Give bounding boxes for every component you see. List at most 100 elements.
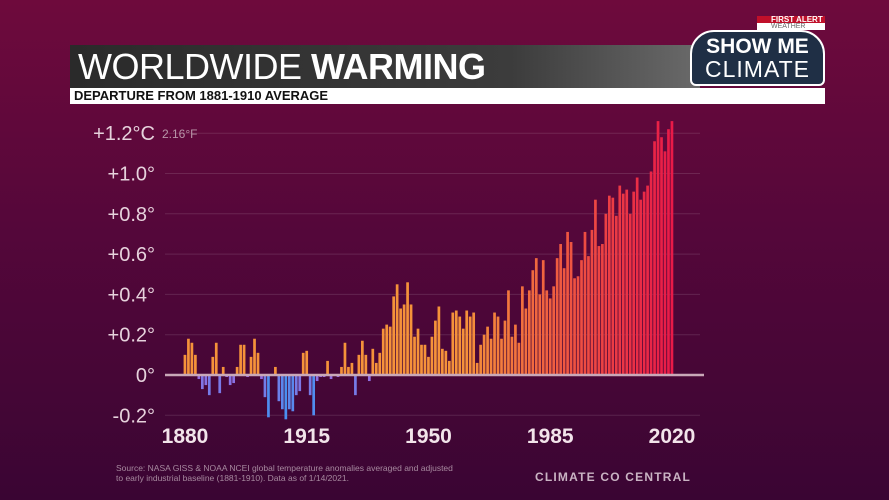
bar-1894 bbox=[232, 375, 235, 384]
bar-1977 bbox=[521, 286, 524, 375]
bar-1952 bbox=[434, 320, 437, 375]
bar-1917 bbox=[312, 375, 316, 416]
show-me-climate-logo: SHOW ME CLIMATE bbox=[690, 30, 825, 86]
title-bar: WORLDWIDE WARMING bbox=[70, 45, 700, 88]
logo-line1: SHOW ME bbox=[706, 35, 809, 58]
bar-1942 bbox=[399, 308, 402, 375]
bar-2009 bbox=[632, 191, 636, 375]
x-tick-label: 2020 bbox=[649, 425, 696, 448]
bar-1950 bbox=[427, 356, 430, 375]
bar-1965 bbox=[479, 344, 482, 375]
bar-1882 bbox=[190, 342, 194, 375]
bar-1964 bbox=[475, 362, 479, 375]
source-note: Source: NASA GISS & NOAA NCEI global tem… bbox=[116, 463, 453, 483]
bar-1940 bbox=[392, 296, 396, 375]
bar-2015 bbox=[653, 141, 656, 375]
bar-1993 bbox=[576, 276, 580, 375]
bar-1975 bbox=[514, 324, 517, 375]
bar-1986 bbox=[552, 286, 556, 375]
bar-1971 bbox=[500, 338, 503, 375]
bar-1976 bbox=[517, 342, 521, 375]
bar-1968 bbox=[489, 338, 493, 375]
bar-1914 bbox=[301, 352, 305, 375]
bar-1925 bbox=[340, 366, 343, 375]
y-tick-label: +1.2°C bbox=[93, 123, 155, 145]
bar-1966 bbox=[482, 334, 486, 375]
bar-1962 bbox=[468, 316, 472, 375]
bar-1958 bbox=[454, 310, 458, 375]
bar-2020 bbox=[670, 121, 674, 375]
bar-1953 bbox=[437, 306, 441, 375]
y-tick-label: +0.2° bbox=[108, 325, 155, 347]
bar-1981 bbox=[534, 258, 538, 375]
bar-1881 bbox=[187, 338, 190, 375]
y-tick-fahrenheit-annotation: 2.16°F bbox=[162, 127, 197, 141]
bar-1967 bbox=[486, 326, 489, 375]
bar-1997 bbox=[590, 229, 594, 375]
bar-1984 bbox=[545, 290, 549, 375]
bar-1880 bbox=[183, 354, 187, 375]
y-tick-label: 0° bbox=[136, 365, 155, 387]
bar-2003 bbox=[611, 197, 615, 375]
bar-1987 bbox=[555, 258, 559, 375]
bar-2013 bbox=[646, 185, 649, 375]
bar-1961 bbox=[465, 310, 469, 375]
bar-2001 bbox=[604, 213, 608, 375]
bar-1897 bbox=[242, 344, 246, 375]
bar-1998 bbox=[594, 199, 597, 375]
bar-1929 bbox=[354, 375, 357, 396]
bar-2000 bbox=[601, 244, 604, 375]
bar-1906 bbox=[274, 366, 277, 375]
bar-1947 bbox=[416, 328, 420, 375]
bar-1943 bbox=[402, 304, 406, 375]
bar-1902 bbox=[260, 375, 263, 380]
bar-2018 bbox=[663, 151, 667, 375]
bar-1955 bbox=[444, 350, 448, 375]
bar-1887 bbox=[207, 375, 211, 396]
bar-1972 bbox=[503, 320, 507, 375]
bar-1995 bbox=[583, 231, 587, 375]
bar-1884 bbox=[197, 375, 201, 380]
title-bold: WARMING bbox=[311, 46, 486, 87]
bar-1934 bbox=[371, 348, 375, 375]
x-tick-label: 1950 bbox=[405, 425, 452, 448]
bar-1927 bbox=[347, 366, 350, 375]
bar-1930 bbox=[357, 354, 361, 375]
x-tick-label: 1985 bbox=[527, 425, 574, 448]
bar-1896 bbox=[239, 344, 242, 375]
bar-1916 bbox=[308, 375, 312, 396]
title-light: WORLDWIDE bbox=[78, 46, 311, 87]
bar-1922 bbox=[329, 375, 333, 380]
bar-1918 bbox=[315, 375, 319, 382]
bar-1949 bbox=[423, 344, 427, 375]
bar-1912 bbox=[294, 375, 298, 396]
bar-1888 bbox=[211, 356, 215, 375]
bar-2010 bbox=[635, 177, 639, 375]
bar-1982 bbox=[538, 294, 542, 375]
bar-1908 bbox=[281, 375, 284, 410]
subtitle-bar: DEPARTURE FROM 1881-1910 AVERAGE bbox=[70, 88, 825, 104]
logo-line2: CLIMATE bbox=[705, 56, 810, 82]
alert-line1: FIRST ALERT bbox=[757, 16, 825, 24]
bar-2014 bbox=[649, 171, 653, 375]
bar-2004 bbox=[614, 215, 618, 375]
bar-1978 bbox=[524, 308, 528, 375]
bar-1901 bbox=[256, 352, 260, 375]
bar-1907 bbox=[277, 375, 281, 402]
x-tick-label: 1880 bbox=[162, 425, 209, 448]
y-tick-label: +1.0° bbox=[108, 164, 155, 186]
bar-1913 bbox=[298, 375, 302, 392]
bar-1989 bbox=[562, 268, 566, 375]
bar-1941 bbox=[395, 284, 399, 375]
bar-1969 bbox=[493, 312, 496, 375]
alert-line2: WEATHER bbox=[771, 23, 806, 30]
bar-1979 bbox=[527, 290, 531, 375]
bar-2019 bbox=[667, 129, 670, 375]
bar-1960 bbox=[461, 328, 465, 375]
bar-1886 bbox=[204, 375, 208, 386]
bar-2011 bbox=[639, 199, 642, 375]
bar-1903 bbox=[263, 375, 267, 398]
bar-1893 bbox=[228, 375, 232, 386]
bar-1956 bbox=[447, 360, 451, 375]
